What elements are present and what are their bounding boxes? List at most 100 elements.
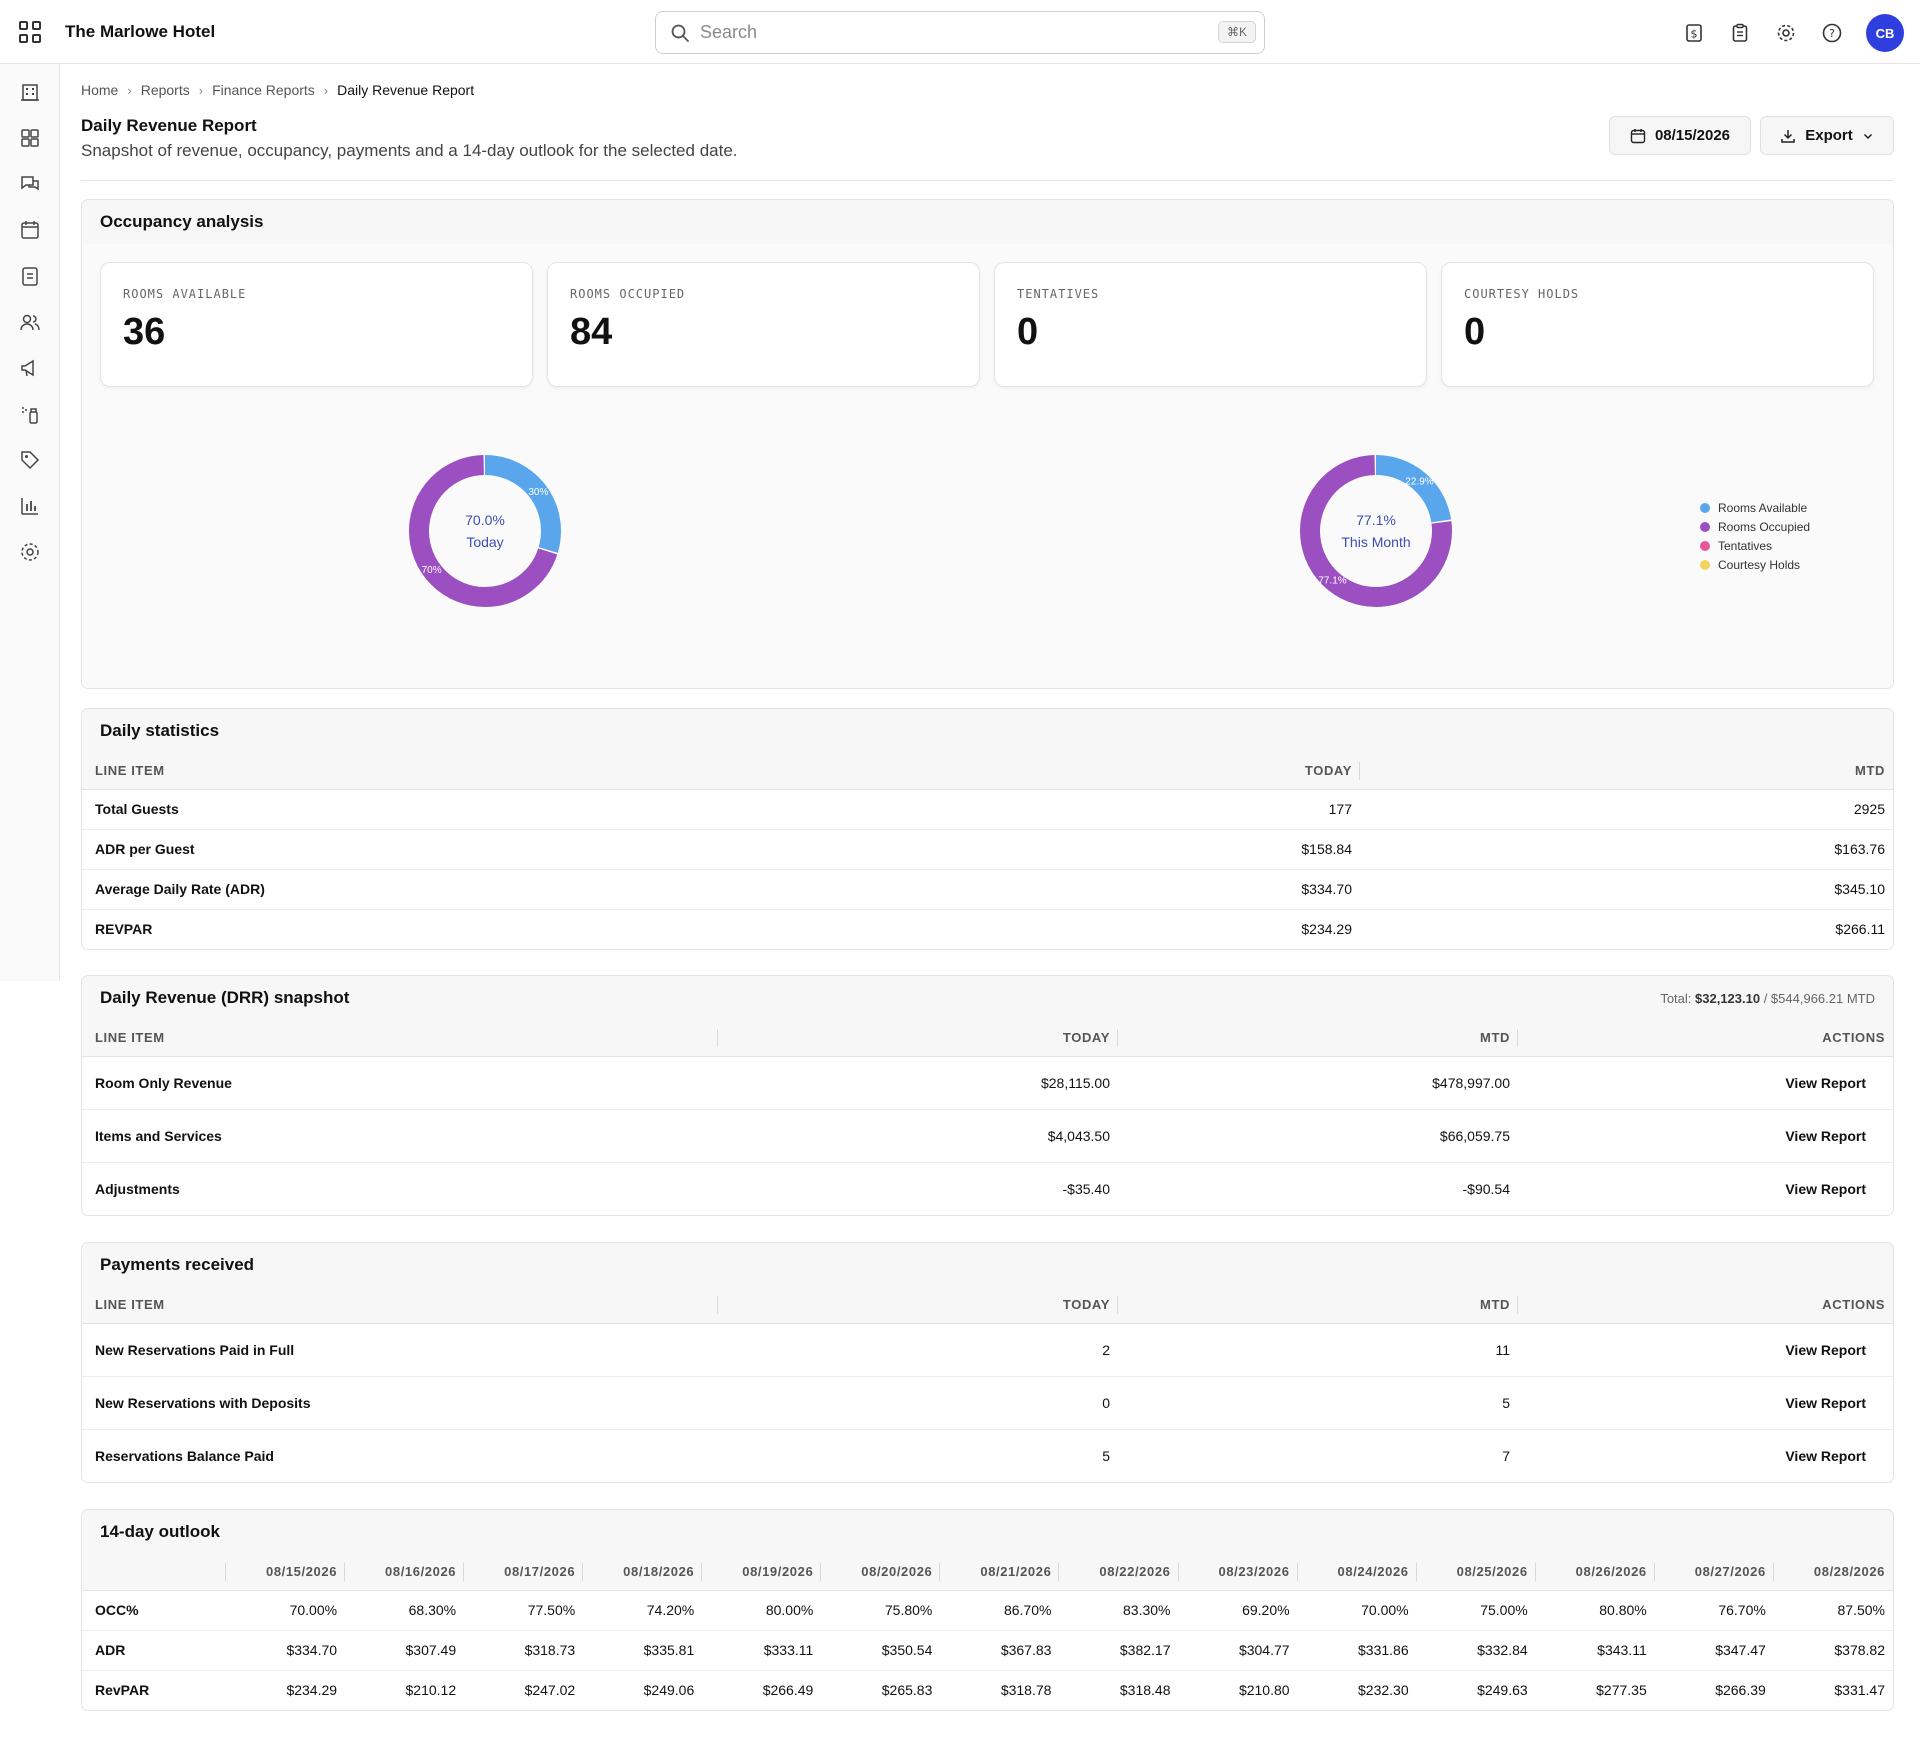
- table-row: Items and Services $4,043.50 $66,059.75 Vie…: [82, 1109, 1893, 1163]
- today-value: $158.84: [842, 829, 1360, 870]
- row-label: New Reservations with Deposits: [82, 1376, 718, 1430]
- avatar[interactable]: CB: [1866, 14, 1904, 52]
- view-report-link[interactable]: View Report: [1518, 1109, 1893, 1163]
- building-icon[interactable]: [18, 80, 42, 104]
- outlook-value: $350.54: [821, 1630, 941, 1671]
- help-icon[interactable]: ?: [1820, 21, 1844, 45]
- date-column-header[interactable]: 08/20/2026: [821, 1554, 941, 1591]
- outlook-value: $332.84: [1416, 1630, 1536, 1671]
- date-column-header[interactable]: 08/21/2026: [940, 1554, 1060, 1591]
- stat-value: 0: [1464, 311, 1486, 353]
- outlook-value: $382.17: [1059, 1630, 1179, 1671]
- column-header[interactable]: TODAY: [718, 1287, 1118, 1324]
- calendar-icon[interactable]: [18, 218, 42, 242]
- tag-icon[interactable]: [18, 448, 42, 472]
- today-value: 177: [842, 789, 1360, 830]
- drr-snapshot-panel: Daily Revenue (DRR) snapshot Total: $32,…: [81, 975, 1894, 1216]
- daily-statistics-panel: Daily statistics LINE ITEM TODAY MTD Tot…: [81, 708, 1894, 950]
- date-picker-button[interactable]: 08/15/2026: [1609, 116, 1751, 155]
- view-report-link[interactable]: View Report: [1785, 1447, 1866, 1464]
- apps-grid-icon[interactable]: [18, 20, 42, 44]
- clipboard-list-icon[interactable]: [18, 264, 42, 288]
- mtd-value: $66,059.75: [1118, 1109, 1518, 1163]
- search-bar[interactable]: ⌘K: [655, 11, 1265, 54]
- mtd-value: 11: [1118, 1323, 1518, 1377]
- column-header[interactable]: LINE ITEM: [82, 1287, 718, 1324]
- outlook-value: 70.00%: [1297, 1590, 1417, 1631]
- column-header[interactable]: MTD: [1118, 1020, 1518, 1057]
- breadcrumb: Home › Reports › Finance Reports › Daily…: [81, 82, 474, 98]
- mtd-value: $478,997.00: [1118, 1056, 1518, 1110]
- view-report-link[interactable]: View Report: [1785, 1180, 1866, 1197]
- chevron-right-icon: ›: [323, 82, 329, 98]
- gear-icon[interactable]: [1774, 21, 1798, 45]
- date-column-header[interactable]: 08/28/2026: [1773, 1554, 1893, 1591]
- slice-label-available: 22.9%: [1405, 476, 1433, 487]
- users-icon[interactable]: [18, 310, 42, 334]
- svg-text:?: ?: [1829, 27, 1835, 40]
- donut-slice-available[interactable]: [1300, 455, 1452, 607]
- search-input[interactable]: [700, 22, 1264, 43]
- row-label: Total Guests: [82, 789, 842, 830]
- column-header[interactable]: ACTIONS: [1518, 1287, 1893, 1324]
- column-header[interactable]: LINE ITEM: [82, 1020, 718, 1057]
- row-label: RevPAR: [95, 1682, 150, 1699]
- outlook-value: $378.82: [1773, 1630, 1893, 1671]
- messages-icon[interactable]: [18, 172, 42, 196]
- column-header[interactable]: LINE ITEM: [82, 753, 842, 790]
- table-row: Room Only Revenue $28,115.00 $478,997.00 Vi…: [82, 1056, 1893, 1110]
- donut-month-percent: 77.1%: [1356, 512, 1396, 528]
- legend-item: Rooms Available: [1700, 498, 1810, 517]
- outlook-value: $333.11: [702, 1630, 822, 1671]
- legend-dot: [1700, 540, 1710, 551]
- slice-label-occupied: 77.1%: [1318, 576, 1346, 587]
- export-label: Export: [1805, 127, 1853, 144]
- date-column-header[interactable]: 08/22/2026: [1059, 1554, 1179, 1591]
- cleaning-spray-icon[interactable]: [18, 402, 42, 426]
- donut-slice-available[interactable]: [409, 455, 561, 607]
- view-report-link[interactable]: View Report: [1518, 1376, 1893, 1430]
- donut-slice-occupied[interactable]: [1300, 455, 1452, 607]
- panel-title: Daily statistics: [100, 721, 220, 740]
- outlook-value: $331.86: [1297, 1630, 1417, 1671]
- dashboard-icon[interactable]: [18, 126, 42, 150]
- panel-title: Daily Revenue (DRR) snapshot: [100, 988, 350, 1007]
- view-report-link[interactable]: View Report: [1518, 1056, 1893, 1110]
- date-column-header[interactable]: 08/23/2026: [1178, 1554, 1298, 1591]
- download-icon: [1781, 129, 1795, 143]
- bar-chart-icon[interactable]: [18, 494, 42, 518]
- outlook-value: $277.35: [1596, 1682, 1647, 1699]
- hotel-name: The Marlowe Hotel: [65, 22, 216, 41]
- export-button[interactable]: Export: [1760, 116, 1894, 155]
- row-label: ADR: [82, 1630, 226, 1671]
- date-column-header[interactable]: 08/25/2026: [1416, 1554, 1536, 1591]
- outlook-value: 69.20%: [1178, 1590, 1298, 1631]
- column-header[interactable]: ACTIONS: [1518, 1020, 1893, 1057]
- column-header[interactable]: MTD: [1360, 753, 1893, 790]
- breadcrumb-home[interactable]: Home: [81, 82, 119, 98]
- donut-slice-occupied[interactable]: [409, 455, 561, 607]
- breadcrumb-finance-reports[interactable]: Finance Reports: [212, 82, 315, 98]
- column-header[interactable]: TODAY: [718, 1020, 1118, 1057]
- date-column-header[interactable]: 08/26/2026: [1535, 1554, 1655, 1591]
- date-column-header[interactable]: 08/24/2026: [1297, 1554, 1417, 1591]
- date-column-header[interactable]: 08/27/2026: [1654, 1554, 1774, 1591]
- column-header[interactable]: TODAY: [842, 753, 1360, 790]
- date-column-header[interactable]: 08/15/2026: [226, 1554, 346, 1591]
- donut-today-svg: 30% 70%: [409, 455, 561, 607]
- date-column-header[interactable]: 08/19/2026: [702, 1554, 822, 1591]
- table-row: REVPAR $234.29 $266.11: [82, 909, 1893, 949]
- date-column-header[interactable]: 08/16/2026: [345, 1554, 465, 1591]
- view-report-link[interactable]: View Report: [1518, 1323, 1893, 1377]
- date-column-header[interactable]: 08/17/2026: [464, 1554, 584, 1591]
- invoice-icon[interactable]: $: [1682, 21, 1706, 45]
- date-column-header[interactable]: 08/18/2026: [583, 1554, 703, 1591]
- megaphone-icon[interactable]: [18, 356, 42, 380]
- outlook-value: $265.83: [881, 1682, 933, 1699]
- column-header[interactable]: MTD: [1118, 1287, 1518, 1324]
- today-value: $334.70: [842, 869, 1360, 910]
- breadcrumb-reports[interactable]: Reports: [140, 82, 190, 98]
- svg-text:$: $: [1691, 28, 1698, 41]
- clipboard-icon[interactable]: [1728, 21, 1752, 45]
- settings-gear-icon[interactable]: [18, 540, 42, 564]
